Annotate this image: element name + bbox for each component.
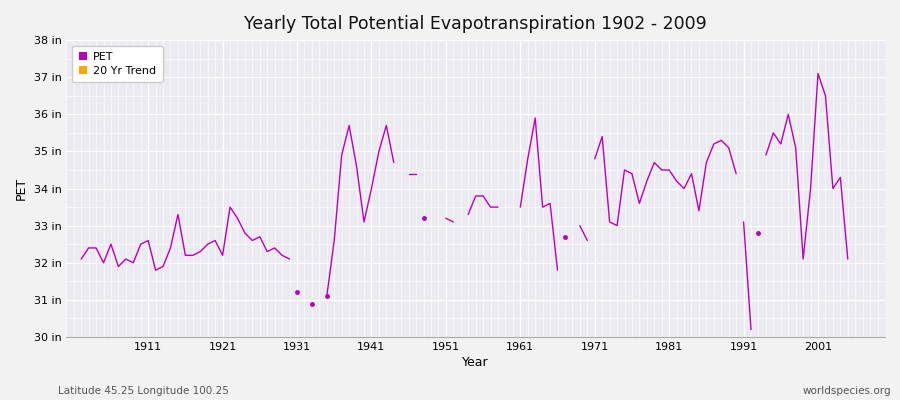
- X-axis label: Year: Year: [463, 356, 489, 369]
- Title: Yearly Total Potential Evapotranspiration 1902 - 2009: Yearly Total Potential Evapotranspiratio…: [244, 15, 707, 33]
- Y-axis label: PET: PET: [15, 177, 28, 200]
- Text: worldspecies.org: worldspecies.org: [803, 386, 891, 396]
- Legend: PET, 20 Yr Trend: PET, 20 Yr Trend: [72, 46, 163, 82]
- Text: Latitude 45.25 Longitude 100.25: Latitude 45.25 Longitude 100.25: [58, 386, 230, 396]
